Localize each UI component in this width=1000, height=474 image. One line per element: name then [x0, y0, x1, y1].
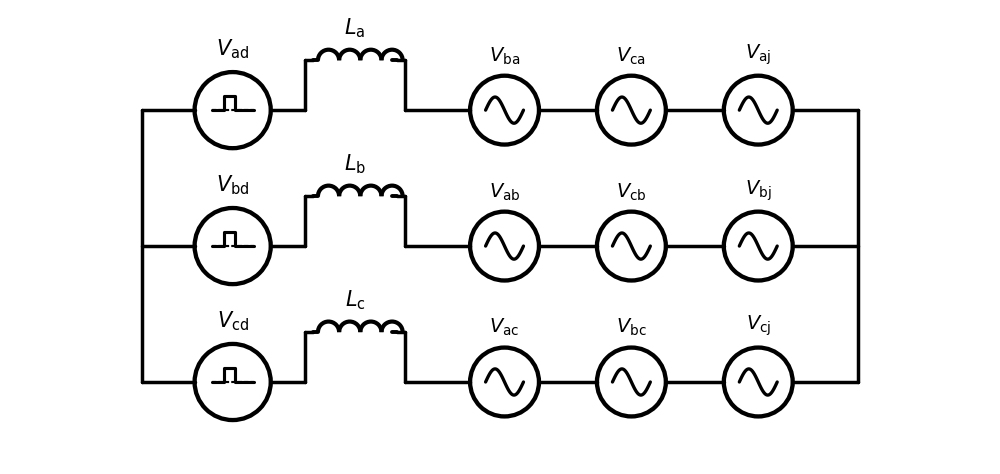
- Text: $V_{\mathrm{{bc}}}$: $V_{\mathrm{{bc}}}$: [616, 317, 647, 338]
- Text: $L_{\mathrm{b}}$: $L_{\mathrm{b}}$: [344, 153, 366, 176]
- Text: $V_{\mathrm{{ab}}}$: $V_{\mathrm{{ab}}}$: [489, 181, 520, 202]
- Text: $V_{\mathrm{{cd}}}$: $V_{\mathrm{{cd}}}$: [217, 310, 249, 333]
- Text: $V_{\mathrm{{ba}}}$: $V_{\mathrm{{ba}}}$: [489, 46, 520, 67]
- Text: $V_{\mathrm{{bj}}}$: $V_{\mathrm{{bj}}}$: [745, 178, 772, 202]
- Text: $V_{\mathrm{{ad}}}$: $V_{\mathrm{{ad}}}$: [216, 37, 249, 61]
- Text: $V_{\mathrm{{cj}}}$: $V_{\mathrm{{cj}}}$: [746, 314, 771, 338]
- Text: $L_{\mathrm{c}}$: $L_{\mathrm{c}}$: [345, 289, 365, 312]
- Text: $V_{\mathrm{{cb}}}$: $V_{\mathrm{{cb}}}$: [616, 181, 647, 202]
- Text: $V_{\mathrm{{aj}}}$: $V_{\mathrm{{aj}}}$: [745, 42, 771, 67]
- Text: $V_{\mathrm{{bd}}}$: $V_{\mathrm{{bd}}}$: [216, 173, 249, 197]
- Text: $V_{\mathrm{{ca}}}$: $V_{\mathrm{{ca}}}$: [616, 46, 646, 67]
- Text: $V_{\mathrm{{ac}}}$: $V_{\mathrm{{ac}}}$: [489, 317, 520, 338]
- Text: $L_{\mathrm{a}}$: $L_{\mathrm{a}}$: [344, 17, 366, 40]
